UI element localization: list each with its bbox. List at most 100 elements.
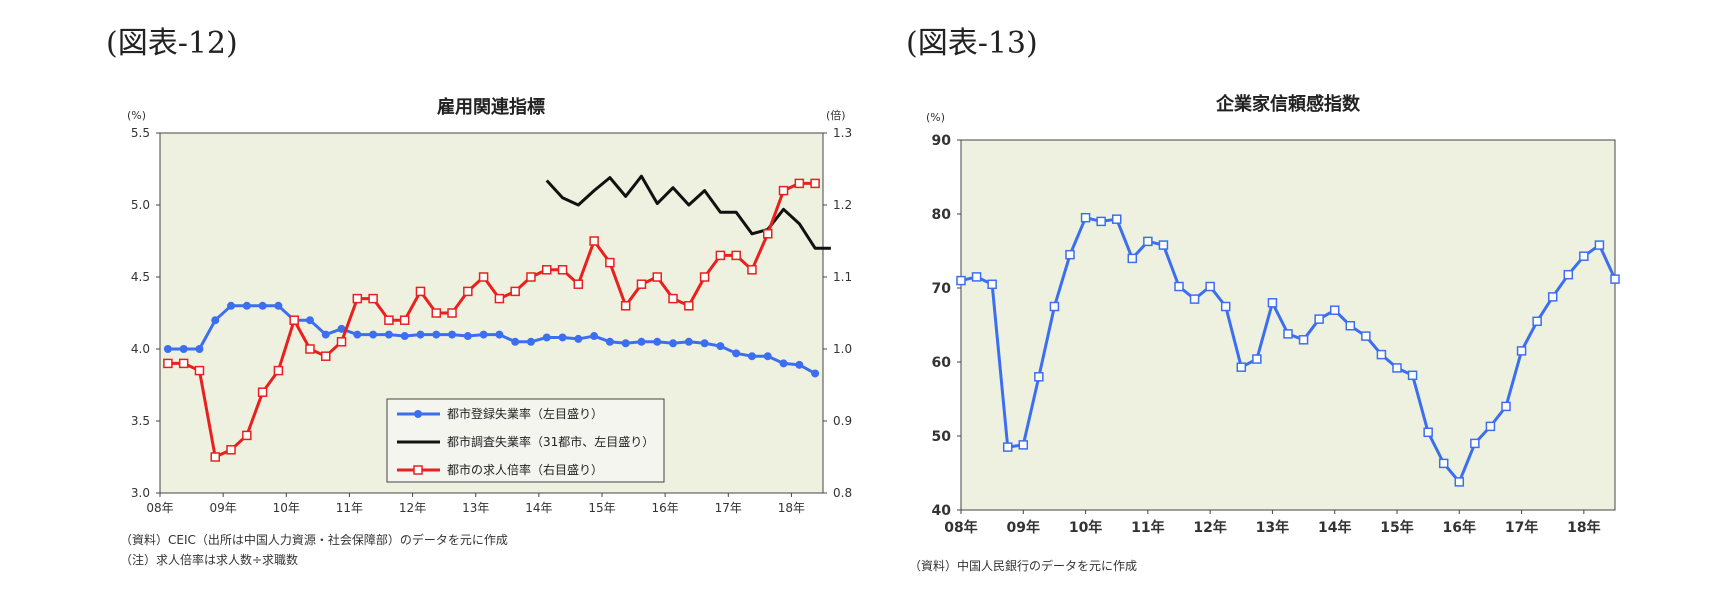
chart1-point xyxy=(668,293,678,304)
chart1-point xyxy=(274,301,283,310)
chart1-point xyxy=(620,301,631,311)
chart1-point xyxy=(447,308,457,318)
chart1-x-tick-label: 14年 xyxy=(525,501,552,515)
chart1-point xyxy=(510,286,520,297)
chart1-point xyxy=(321,330,330,339)
chart1-point xyxy=(526,337,535,346)
chart2-point xyxy=(1532,316,1542,327)
chart2-point xyxy=(1096,216,1106,227)
chart2-x-tick-label: 13年 xyxy=(1256,519,1289,536)
chart1-point xyxy=(731,250,741,261)
chart2-unit: (%) xyxy=(926,111,945,124)
chart1-point xyxy=(179,345,188,353)
chart1-series-line-1 xyxy=(545,174,831,250)
chart2-source-note: （資料）中国人民銀行のデータを元に作成 xyxy=(909,559,1138,573)
chart1-legend-label: 都市の求人倍率（右目盛り） xyxy=(447,462,603,477)
chart1-point xyxy=(778,185,789,196)
chart1-point xyxy=(321,351,331,361)
chart2-point xyxy=(1002,442,1013,452)
chart2-x-tick-label: 16年 xyxy=(1443,519,1476,536)
chart1-left-tick-label: 5.5 xyxy=(131,126,150,140)
chart2-point xyxy=(1080,212,1091,223)
chart2-point xyxy=(1438,458,1449,469)
chart1-point xyxy=(336,337,347,347)
chart2-point xyxy=(1345,320,1356,331)
chart1-point xyxy=(352,293,363,304)
chart2-y-tick-label: 90 xyxy=(932,133,952,149)
chart1-point xyxy=(558,333,567,342)
chart1-point xyxy=(715,250,726,261)
chart2-point xyxy=(1065,249,1075,260)
chart1-point xyxy=(794,178,805,189)
chart1-x-tick-label: 13年 xyxy=(462,501,489,515)
chart2-point xyxy=(1563,269,1574,280)
chart1-point xyxy=(369,330,378,339)
chart1-point xyxy=(511,337,520,346)
chart1-point xyxy=(621,339,630,348)
chart1-point xyxy=(494,293,505,304)
chart1-point xyxy=(448,330,457,339)
chart1-right-tick-label: 1.3 xyxy=(833,126,852,140)
chart2-point xyxy=(1174,281,1184,292)
chart1-point xyxy=(195,345,204,353)
chart1-point xyxy=(399,315,410,325)
chart2-point xyxy=(1376,349,1387,360)
chart1-point xyxy=(653,337,662,346)
chart1-point xyxy=(810,178,820,189)
chart2-point xyxy=(956,275,966,286)
chart2-y-tick-label: 60 xyxy=(932,355,952,371)
chart2-point xyxy=(1034,372,1044,382)
chart1-point xyxy=(337,324,346,333)
chart2-point xyxy=(1298,335,1309,345)
chart1-right-tick-label: 0.9 xyxy=(833,414,852,428)
chart2-point xyxy=(1361,331,1371,341)
chart2-y-tick-label: 50 xyxy=(932,429,952,445)
chart2-point xyxy=(987,279,997,290)
chart1-point xyxy=(353,330,362,339)
chart1-point xyxy=(763,352,772,361)
chart1-point xyxy=(479,330,488,339)
chart1-point xyxy=(699,272,710,282)
chart1-x-tick-label: 17年 xyxy=(715,501,742,515)
chart2-point xyxy=(1283,329,1293,339)
chart1-point xyxy=(495,330,504,339)
chart2-point xyxy=(1329,305,1340,315)
chart1-point xyxy=(289,315,299,325)
chart1-point xyxy=(226,445,236,455)
chart2-point xyxy=(1516,346,1527,356)
chart2-point xyxy=(1314,314,1324,324)
chart2-point xyxy=(1423,427,1433,438)
chart1-point xyxy=(305,344,315,354)
chart2-point xyxy=(1111,214,1122,224)
chart2-point xyxy=(1236,362,1247,372)
chart2-point xyxy=(1143,236,1153,247)
chart1-footnote: （注）求人倍率は求人数÷求職数 xyxy=(120,553,299,567)
chart2-x-tick-label: 11年 xyxy=(1131,519,1164,536)
chart2-point xyxy=(1392,363,1402,373)
chart1-point xyxy=(652,272,662,282)
chart2-point xyxy=(1252,354,1262,364)
chart2-point xyxy=(1158,240,1169,250)
chart1-point xyxy=(384,330,393,339)
chart2-point xyxy=(1267,298,1278,308)
chart2-point xyxy=(1049,301,1060,312)
chart1-point xyxy=(811,369,820,378)
chart1-x-tick-label: 12年 xyxy=(399,501,426,515)
chart1-left-unit: (%) xyxy=(127,109,146,122)
chart2-point xyxy=(1470,438,1480,449)
chart1-legend-label: 都市調査失業率（31都市、左目盛り） xyxy=(447,434,654,449)
chart1-point xyxy=(242,430,252,441)
chart2-y-tick-label: 40 xyxy=(932,503,952,519)
chart1-x-tick-label: 09年 xyxy=(210,501,237,515)
chart1-point xyxy=(747,352,756,361)
chart1-x-tick-label: 08年 xyxy=(146,501,173,515)
chart2-x-tick-label: 10年 xyxy=(1069,519,1102,536)
chart1-point xyxy=(747,265,757,275)
chart1-point xyxy=(732,349,741,358)
chart1-x-tick-label: 18年 xyxy=(778,501,805,515)
chart2-x-tick-label: 08年 xyxy=(944,519,977,536)
chart1-point xyxy=(605,257,615,268)
chart1-point xyxy=(574,334,583,343)
chart2-x-tick-label: 18年 xyxy=(1567,519,1600,536)
chart2-point xyxy=(1220,301,1231,312)
